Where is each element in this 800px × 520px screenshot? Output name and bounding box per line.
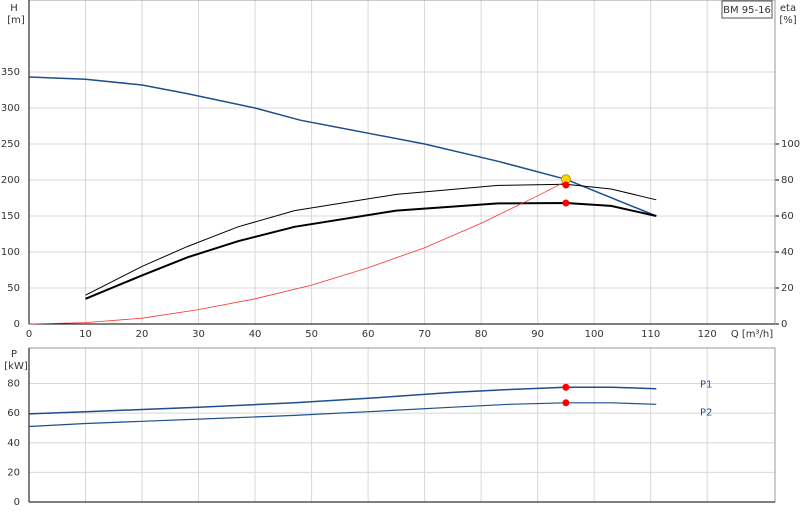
duty-point [562, 181, 570, 189]
duty-point [562, 199, 570, 207]
x-tick-label: 120 [698, 329, 717, 340]
x-tick-label: 80 [475, 329, 488, 340]
y2-tick-label: 0 [781, 319, 787, 330]
y2-tick-label: 80 [781, 175, 794, 186]
y-tick-label: 300 [1, 103, 20, 114]
y-tick-label: 0 [14, 319, 20, 330]
y-unit: [m] [7, 15, 25, 26]
legend-label: P1 [700, 380, 712, 391]
duty-point [562, 383, 570, 391]
y-tick-label: 250 [1, 139, 20, 150]
y2-tick-label: 40 [781, 247, 794, 258]
x-tick-label: 10 [79, 329, 92, 340]
y-tick-label: 150 [1, 211, 20, 222]
x-tick-label: 60 [362, 329, 375, 340]
y2-tick-label: 20 [781, 283, 794, 294]
chart-title: BM 95-16 [723, 5, 771, 16]
y-tick-label: 200 [1, 175, 20, 186]
y2-label: eta [780, 3, 796, 14]
x-label: Q [m³/h] [731, 329, 773, 340]
curve [28, 76, 657, 217]
x-tick-label: 90 [531, 329, 544, 340]
plot-frame [28, 347, 776, 503]
y-tick-label: 20 [7, 467, 20, 478]
x-tick-label: 40 [249, 329, 262, 340]
x-tick-label: 30 [192, 329, 205, 340]
y-tick-label: 0 [14, 497, 20, 508]
curve [28, 386, 657, 415]
y2-tick-label: 100 [781, 139, 800, 150]
x-tick-label: 70 [418, 329, 431, 340]
curve [85, 201, 657, 300]
y-tick-label: 80 [7, 379, 20, 390]
y2-tick-label: 60 [781, 211, 794, 222]
duty-point [562, 399, 570, 407]
y-tick-label: 60 [7, 408, 20, 419]
y-tick-label: 40 [7, 438, 20, 449]
curve [85, 183, 657, 296]
y-label: P [11, 349, 17, 360]
y-tick-label: 100 [1, 247, 20, 258]
y-unit: [kW] [4, 361, 28, 372]
x-tick-label: 110 [641, 329, 660, 340]
y2-unit: [%] [779, 15, 796, 26]
legend-label: P2 [700, 407, 712, 418]
x-tick-label: 50 [305, 329, 318, 340]
x-tick-label: 100 [585, 329, 604, 340]
y-label: H [10, 3, 18, 14]
y-tick-label: 50 [7, 283, 20, 294]
curve [28, 181, 567, 325]
x-tick-label: 20 [136, 329, 149, 340]
x-tick-label: 0 [26, 329, 32, 340]
title-box [721, 0, 773, 19]
y-tick-label: 350 [1, 67, 20, 78]
curve [28, 402, 657, 428]
